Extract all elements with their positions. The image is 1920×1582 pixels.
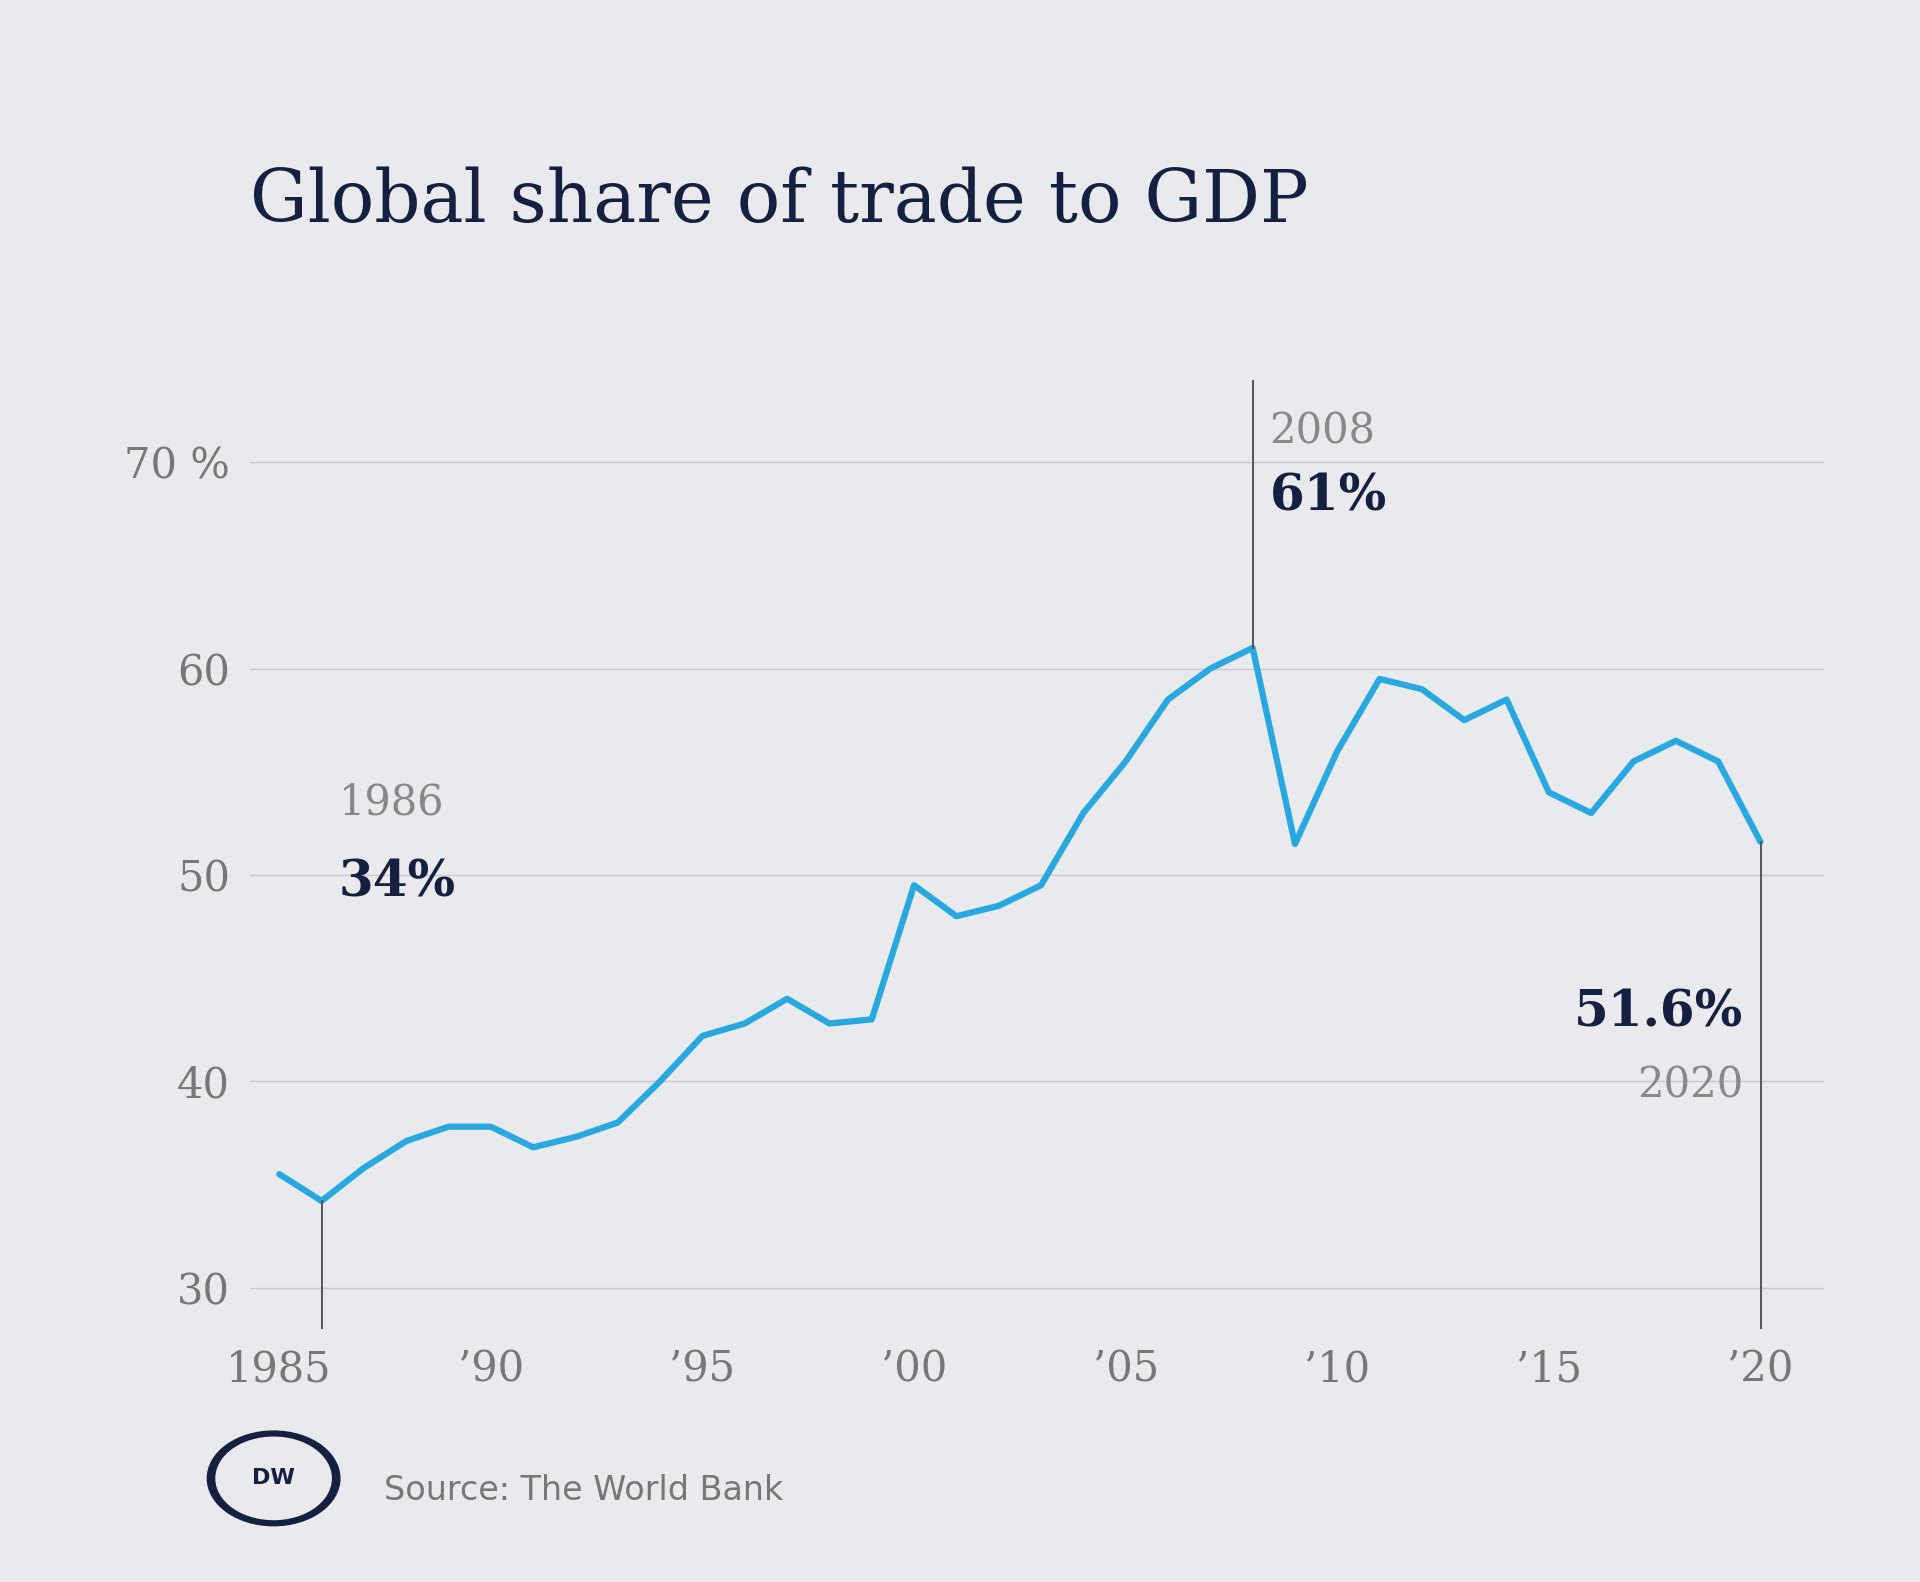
- Circle shape: [207, 1432, 340, 1525]
- Text: 34%: 34%: [338, 859, 455, 908]
- Text: 1986: 1986: [338, 782, 444, 823]
- Text: 61%: 61%: [1269, 473, 1386, 522]
- Circle shape: [215, 1436, 330, 1519]
- Text: DW: DW: [252, 1468, 296, 1489]
- Text: Source: The World Bank: Source: The World Bank: [384, 1474, 783, 1506]
- Text: 51.6%: 51.6%: [1574, 989, 1743, 1038]
- Text: 2020: 2020: [1638, 1065, 1743, 1107]
- Text: Global share of trade to GDP: Global share of trade to GDP: [250, 166, 1308, 237]
- Text: 2008: 2008: [1269, 411, 1375, 452]
